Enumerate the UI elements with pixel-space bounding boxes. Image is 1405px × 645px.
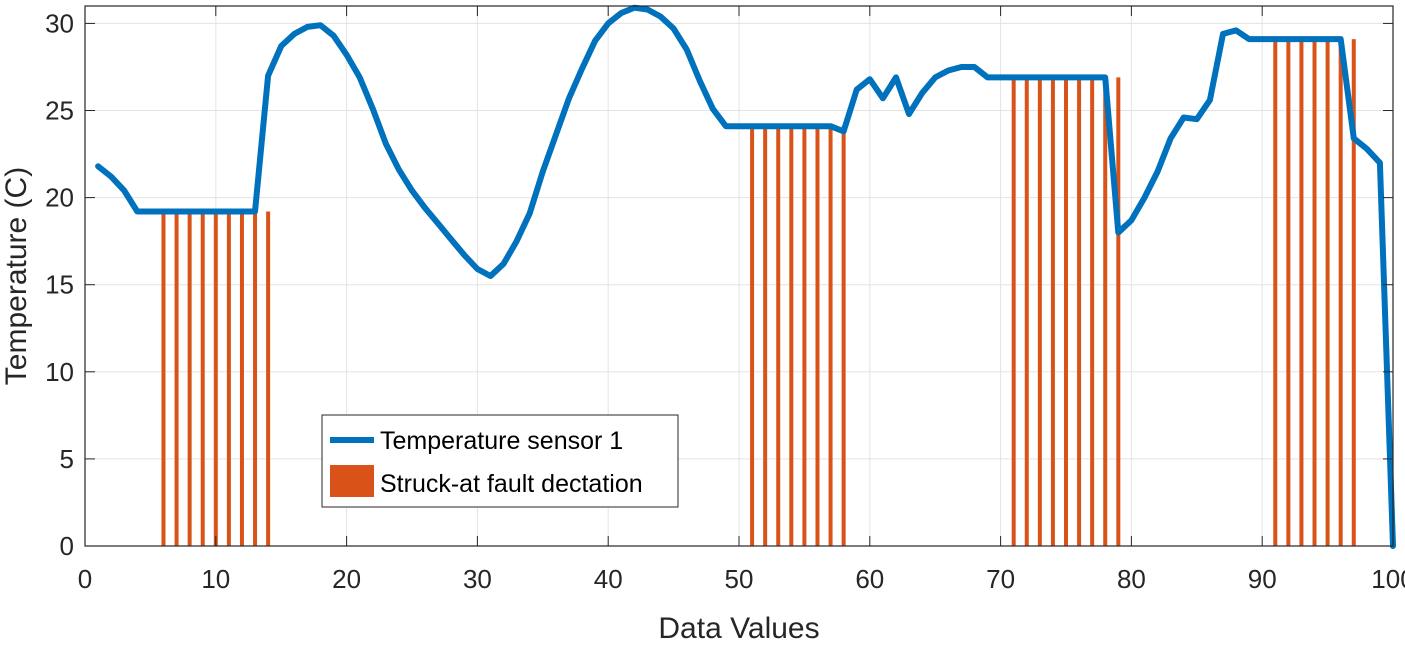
legend-label-temperature: Temperature sensor 1: [380, 427, 623, 455]
x-tick-label: 100: [1371, 564, 1405, 594]
legend: Temperature sensor 1 Struck-at fault dec…: [321, 414, 679, 508]
y-tick-label: 5: [60, 444, 74, 474]
x-tick-label: 0: [78, 564, 92, 594]
x-tick-label: 50: [725, 564, 754, 594]
legend-label-fault: Struck-at fault dectation: [380, 470, 643, 498]
x-tick-label: 10: [201, 564, 230, 594]
y-tick-label: 30: [45, 8, 74, 38]
x-tick-label: 40: [594, 564, 623, 594]
x-tick-label: 90: [1248, 564, 1277, 594]
y-tick-label: 20: [45, 183, 74, 213]
x-tick-label: 70: [986, 564, 1015, 594]
legend-box: [321, 414, 679, 508]
y-axis-title: Temperature (C): [0, 167, 33, 385]
tick-labels: 0 10 20 30 40 50 60 70 80 90 100 0 5 10 15 20 25 30: [45, 8, 1405, 594]
temperature-line-layer: [95, 4, 1396, 549]
y-tick-label: 15: [45, 270, 74, 300]
temperature-line: [95, 4, 1396, 549]
legend-bar-swatch: [330, 465, 374, 497]
x-axis-title: Data Values: [658, 612, 819, 645]
axes-frame: [84, 5, 1394, 547]
x-tick-label: 30: [463, 564, 492, 594]
x-tick-label: 60: [855, 564, 884, 594]
fault-bars: [161, 39, 1356, 546]
x-tick-label: 20: [332, 564, 361, 594]
x-tick-label: 80: [1117, 564, 1146, 594]
y-tick-label: 0: [60, 531, 74, 561]
y-tick-label: 10: [45, 357, 74, 387]
y-tick-label: 25: [45, 96, 74, 126]
grid-lines: [85, 6, 1393, 546]
